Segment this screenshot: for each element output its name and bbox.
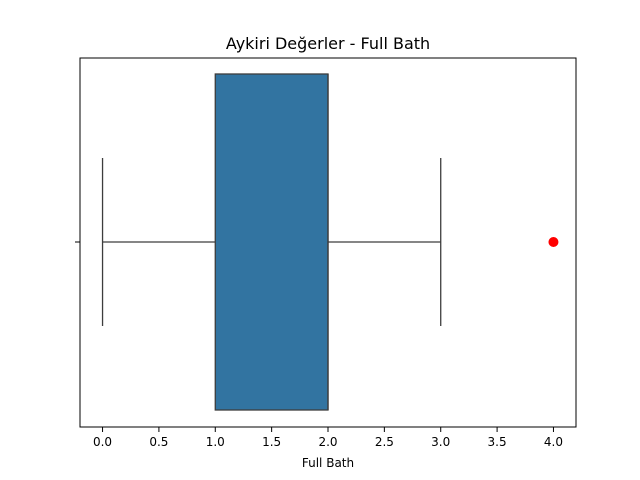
plot-frame [79, 57, 577, 428]
x-tick-label: 2.0 [318, 435, 337, 449]
x-tick-label: 3.5 [488, 435, 507, 449]
x-tick-label: 4.0 [544, 435, 563, 449]
x-axis-label: Full Bath [302, 456, 354, 470]
box-iqr [214, 73, 329, 411]
chart-title: Aykiri Değerler - Full Bath [226, 34, 430, 53]
x-tick-label: 2.5 [375, 435, 394, 449]
x-tick-label: 0.5 [149, 435, 168, 449]
x-tick-label: 1.0 [206, 435, 225, 449]
x-tick-label: 0.0 [93, 435, 112, 449]
x-tick-label: 1.5 [262, 435, 281, 449]
x-tick-label: 3.0 [431, 435, 450, 449]
outlier-point [548, 237, 559, 247]
